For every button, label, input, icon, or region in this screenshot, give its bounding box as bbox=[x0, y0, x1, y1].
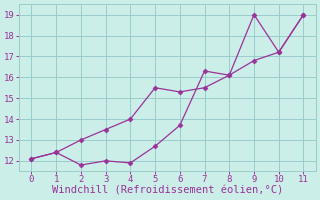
X-axis label: Windchill (Refroidissement éolien,°C): Windchill (Refroidissement éolien,°C) bbox=[52, 186, 283, 196]
